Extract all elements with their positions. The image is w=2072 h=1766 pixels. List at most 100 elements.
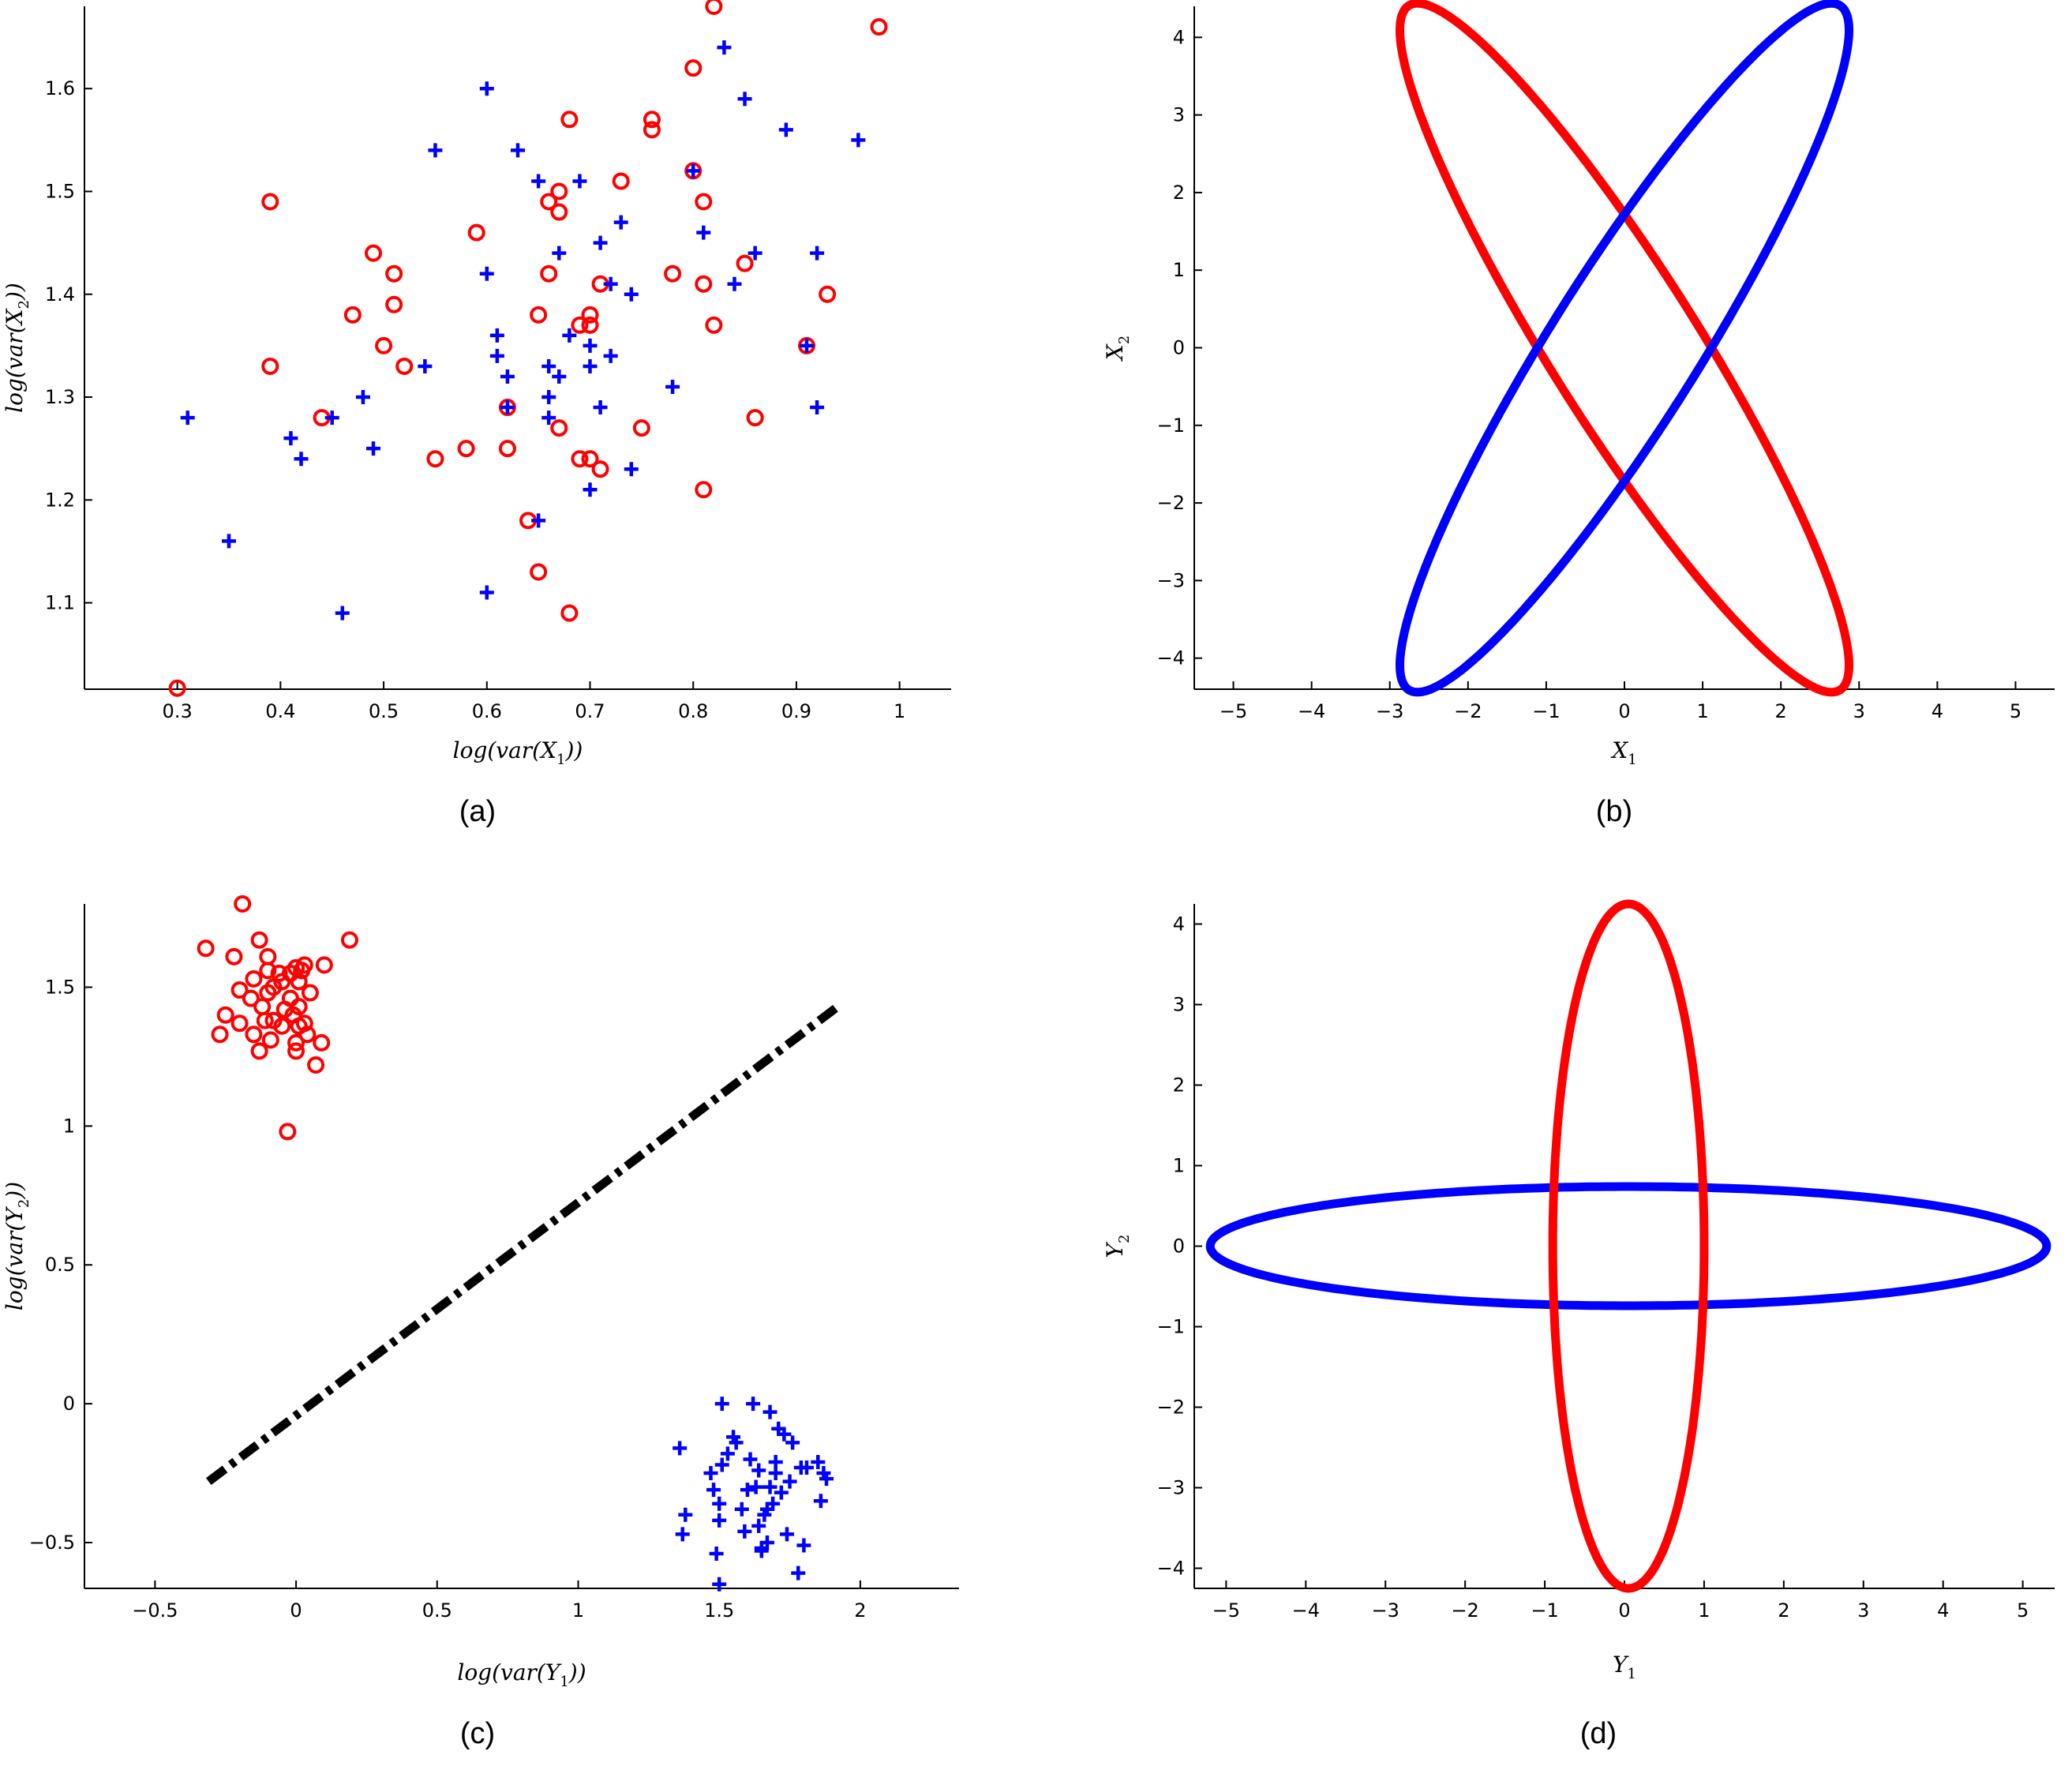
- panel-caption-d: (d): [1580, 1717, 1617, 1750]
- scatter-point-plus: [740, 1483, 755, 1498]
- scatter-point-plus: [766, 1496, 781, 1511]
- x-tick-label: −4: [1298, 700, 1325, 722]
- scatter-point-plus: [489, 348, 504, 363]
- scatter-point-plus: [729, 1435, 744, 1450]
- scatter-point-circle: [365, 244, 382, 262]
- y-tick-label: 1.1: [45, 592, 75, 614]
- scatter-point-plus: [624, 287, 639, 302]
- scatter-point-circle: [746, 409, 764, 427]
- scatter-point-circle: [301, 984, 319, 1002]
- x-tick-label: 0.5: [369, 700, 399, 722]
- scatter-point-plus: [737, 92, 752, 107]
- x-tick-label: −4: [1292, 1599, 1320, 1622]
- scatter-point-plus: [774, 1485, 789, 1500]
- x-tick-label: 0.5: [422, 1599, 452, 1622]
- scatter-point-plus: [762, 1404, 777, 1419]
- x-tick-label: −1: [1531, 1599, 1558, 1622]
- x-axis-label-subscript: 1: [1628, 1666, 1636, 1682]
- scatter-point-circle: [197, 939, 215, 958]
- scatter-point-plus: [751, 1518, 766, 1533]
- x-axis-label: log(var(Y1)): [457, 1659, 586, 1690]
- scatter-point-circle: [571, 316, 589, 334]
- scatter-point-plus: [746, 1397, 761, 1412]
- ellipse-curve: [1396, 0, 1853, 697]
- scatter-point-circle: [540, 193, 558, 211]
- scatter-point-plus: [696, 225, 711, 240]
- y-tick-label: 0: [1173, 1235, 1185, 1258]
- scatter-point-circle: [581, 450, 599, 468]
- scatter-point-plus: [737, 1524, 752, 1539]
- scatter-point-plus: [717, 40, 732, 55]
- scatter-point-plus: [759, 1535, 774, 1550]
- scatter-point-plus: [366, 441, 380, 456]
- scatter-point-circle: [426, 450, 444, 468]
- x-tick-label: 0.9: [781, 700, 811, 722]
- x-tick-label: 0.3: [163, 700, 193, 722]
- scatter-point-circle: [643, 111, 661, 129]
- scatter-point-circle: [343, 306, 362, 324]
- y-axis-label-text: log(var(X: [2, 308, 28, 412]
- scatter-point-plus: [294, 452, 309, 467]
- x-axis-label-suffix: )): [565, 737, 583, 763]
- y-tick-label: 1.5: [45, 180, 75, 202]
- scatter-point-plus: [762, 1479, 777, 1494]
- x-axis-label-text: Y: [1613, 1652, 1629, 1678]
- scatter-point-circle: [581, 306, 599, 324]
- scatter-point-plus: [754, 1543, 769, 1558]
- y-tick-label: 0.5: [45, 1254, 75, 1276]
- scatter-point-plus: [665, 380, 680, 395]
- scatter-point-plus: [851, 133, 866, 148]
- scatter-point-plus: [624, 462, 639, 477]
- scatter-point-plus: [552, 369, 567, 384]
- y-axis-label-subscript: 2: [16, 1199, 32, 1208]
- scatter-point-plus: [706, 1483, 721, 1498]
- scatter-point-plus: [603, 276, 618, 291]
- scatter-point-plus: [727, 276, 742, 291]
- scatter-point-circle: [550, 182, 568, 201]
- x-tick-label: 0.6: [472, 700, 502, 722]
- scatter-point-circle: [571, 450, 589, 468]
- scatter-point-circle: [313, 1033, 331, 1052]
- x-tick-label: 1: [894, 700, 905, 722]
- scatter-point-circle: [695, 481, 713, 499]
- scatter-point-plus: [479, 585, 494, 600]
- scatter-point-circle: [736, 254, 754, 272]
- scatter-point-plus: [479, 81, 494, 96]
- y-tick-label: −4: [1157, 647, 1185, 669]
- x-axis-label-text: log(var(Y: [457, 1659, 561, 1685]
- ellipse-curve: [1548, 899, 1709, 1593]
- y-tick-label: 4: [1173, 913, 1185, 935]
- x-tick-label: 5: [2010, 700, 2021, 722]
- y-tick-label: −2: [1157, 492, 1185, 514]
- x-tick-label: 0: [1618, 1599, 1630, 1622]
- scatter-point-plus: [712, 1496, 727, 1511]
- y-tick-label: −0.5: [29, 1532, 75, 1554]
- scatter-point-circle: [273, 1017, 291, 1035]
- scatter-point-circle: [581, 316, 599, 334]
- scatter-point-circle: [705, 316, 723, 334]
- chart-panel-a: 0.3 0.4 0.5 0.6 0.7 0.8 0.9 1 1.1 1.2 1.3 1.4 1.5 1.6…: [2, 0, 951, 768]
- x-tick-label: 1: [1698, 1599, 1710, 1622]
- scatter-point-plus: [734, 1502, 749, 1517]
- scatter-point-circle: [245, 969, 263, 988]
- scatter-point-plus: [799, 1460, 814, 1475]
- scatter-point-plus: [777, 1427, 792, 1442]
- scatter-point-circle: [530, 306, 548, 324]
- scatter-point-circle: [385, 295, 403, 313]
- x-axis-label-text: log(var(X: [453, 737, 557, 763]
- scatter-point-circle: [498, 440, 516, 458]
- plot-area: [1205, 899, 2051, 1593]
- y-tick-label: 3: [1173, 104, 1185, 126]
- scatter-point-circle: [290, 973, 308, 991]
- y-axis-label: X2: [1102, 336, 1133, 362]
- scatter-point-plus: [428, 143, 443, 158]
- y-tick-label: −1: [1157, 414, 1185, 437]
- y-axis-label: log(var(Y2)): [2, 1182, 32, 1310]
- x-axis-label: log(var(X1)): [453, 737, 583, 768]
- scatter-point-plus: [500, 369, 515, 384]
- scatter-point-plus: [562, 328, 577, 343]
- scatter-point-plus: [583, 482, 598, 497]
- scatter-point-plus: [720, 1446, 735, 1461]
- y-tick-label: −4: [1157, 1558, 1185, 1580]
